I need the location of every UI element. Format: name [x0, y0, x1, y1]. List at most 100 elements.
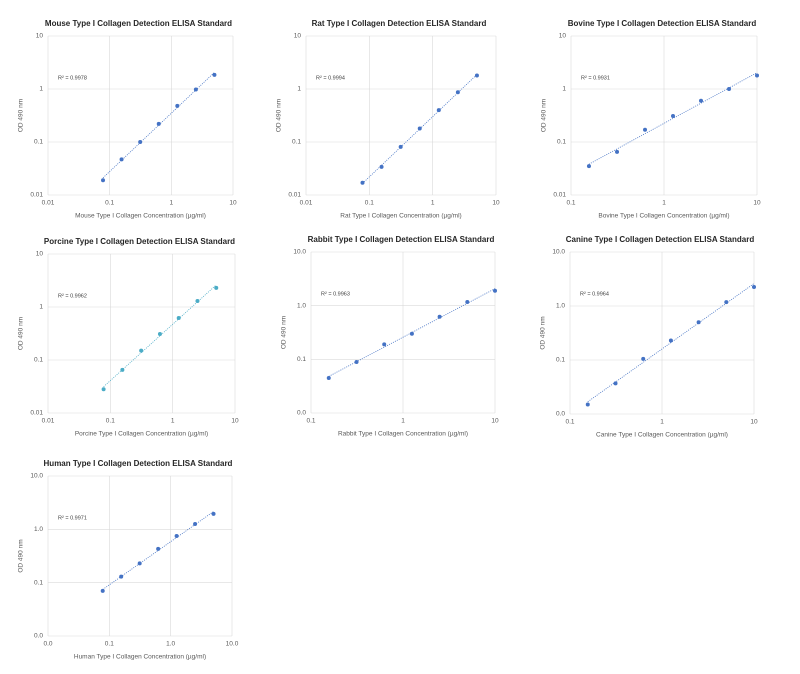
y-tick-label: 0.0 [297, 410, 306, 417]
x-tick-label: 0.01 [42, 200, 55, 207]
point [382, 342, 387, 347]
chart-title: Bovine Type I Collagen Detection ELISA S… [568, 19, 757, 28]
x-tick-label: 10 [750, 419, 758, 426]
point [137, 561, 142, 566]
point [493, 288, 497, 293]
point [176, 316, 181, 321]
annotation: R² = 0.9978 [58, 75, 87, 81]
y-tick-label: 0.01 [553, 192, 566, 199]
point [436, 108, 441, 113]
point [379, 164, 384, 169]
annotation: R² = 0.9964 [580, 291, 609, 297]
y-tick-label: 1 [562, 86, 566, 93]
x-axis-label: Porcine Type I Collagen Concentration (µ… [75, 431, 208, 438]
point [195, 298, 200, 303]
chart-title: Human Type I Collagen Detection ELISA St… [44, 459, 233, 468]
trendline [587, 283, 755, 403]
point [100, 588, 105, 593]
point [643, 127, 648, 132]
point [354, 360, 359, 365]
y-tick-label: 10 [36, 251, 44, 258]
point [474, 73, 479, 78]
point [455, 90, 460, 95]
point [211, 511, 216, 516]
y-tick-label: 10 [36, 33, 44, 40]
x-tick-label: 0.1 [565, 419, 574, 426]
y-axis-label: OD 490 nm [540, 316, 547, 349]
point [174, 533, 179, 538]
y-tick-label: 0.1 [292, 139, 301, 146]
y-tick-label: 0.01 [30, 192, 43, 199]
y-tick-label: 10 [294, 33, 302, 40]
point [139, 348, 144, 353]
x-tick-label: 10 [753, 200, 761, 207]
x-axis-label: Canine Type I Collagen Concentration (µg… [596, 432, 728, 439]
point [585, 402, 590, 407]
chart-title: Porcine Type I Collagen Detection ELISA … [44, 237, 235, 246]
x-tick-label: 0.1 [105, 641, 114, 648]
x-tick-label: 0.0 [43, 641, 52, 648]
x-tick-label: 0.1 [306, 418, 315, 425]
x-axis-label: Rat Type I Collagen Concentration (µg/ml… [340, 213, 461, 220]
annotation: R² = 0.9962 [58, 293, 87, 299]
x-tick-label: 0.1 [365, 200, 374, 207]
x-tick-label: 10 [229, 200, 237, 207]
x-tick-label: 1 [171, 418, 175, 425]
x-tick-label: 10 [491, 418, 499, 425]
y-tick-label: 0.1 [34, 357, 43, 364]
x-tick-label: 1 [170, 200, 174, 207]
annotation: R² = 0.9994 [316, 75, 345, 81]
point [212, 72, 217, 77]
point [586, 164, 591, 169]
y-tick-label: 0.01 [30, 410, 43, 417]
point [120, 367, 125, 372]
point [175, 103, 180, 108]
y-tick-label: 10.0 [30, 473, 43, 480]
x-tick-label: 10 [231, 418, 239, 425]
y-axis-label: OD 490 nm [541, 99, 548, 132]
y-tick-label: 0.1 [556, 357, 565, 364]
point [724, 300, 729, 305]
chart-title: Rabbit Type I Collagen Detection ELISA S… [308, 235, 495, 244]
point [157, 331, 162, 336]
y-tick-label: 1 [297, 86, 301, 93]
point [101, 178, 106, 183]
point [101, 387, 106, 392]
point [417, 126, 422, 131]
y-tick-label: 0.01 [288, 192, 301, 199]
y-tick-label: 0.0 [556, 411, 565, 418]
y-tick-label: 10.0 [293, 249, 306, 256]
chart-title: Canine Type I Collagen Detection ELISA S… [566, 235, 755, 244]
point [699, 98, 704, 103]
y-axis-label: OD 490 nm [18, 539, 25, 572]
x-tick-label: 1 [662, 200, 666, 207]
x-axis-label: Rabbit Type I Collagen Concentration (µg… [338, 431, 468, 438]
point [193, 87, 198, 92]
point [360, 180, 365, 185]
y-tick-label: 1 [39, 86, 43, 93]
annotation: R² = 0.9931 [581, 75, 610, 81]
point [755, 73, 759, 78]
point [613, 381, 618, 386]
point [119, 157, 124, 162]
x-tick-label: 1 [660, 419, 664, 426]
y-axis-label: OD 490 nm [281, 316, 288, 349]
point [671, 113, 676, 118]
x-tick-label: 0.01 [300, 200, 313, 207]
point [437, 314, 442, 319]
y-tick-label: 0.1 [34, 139, 43, 146]
y-tick-label: 0.1 [297, 356, 306, 363]
point [668, 338, 673, 343]
point [409, 331, 414, 336]
x-tick-label: 0.1 [105, 200, 114, 207]
y-tick-label: 0.0 [34, 633, 43, 640]
y-axis-label: OD 490 nm [276, 99, 283, 132]
point [214, 285, 219, 290]
y-tick-label: 1.0 [556, 303, 565, 310]
y-tick-label: 1.0 [34, 526, 43, 533]
point [752, 284, 756, 289]
chart-title: Mouse Type I Collagen Detection ELISA St… [45, 19, 232, 28]
point [727, 87, 732, 91]
x-axis-label: Mouse Type I Collagen Concentration (µg/… [75, 213, 206, 220]
